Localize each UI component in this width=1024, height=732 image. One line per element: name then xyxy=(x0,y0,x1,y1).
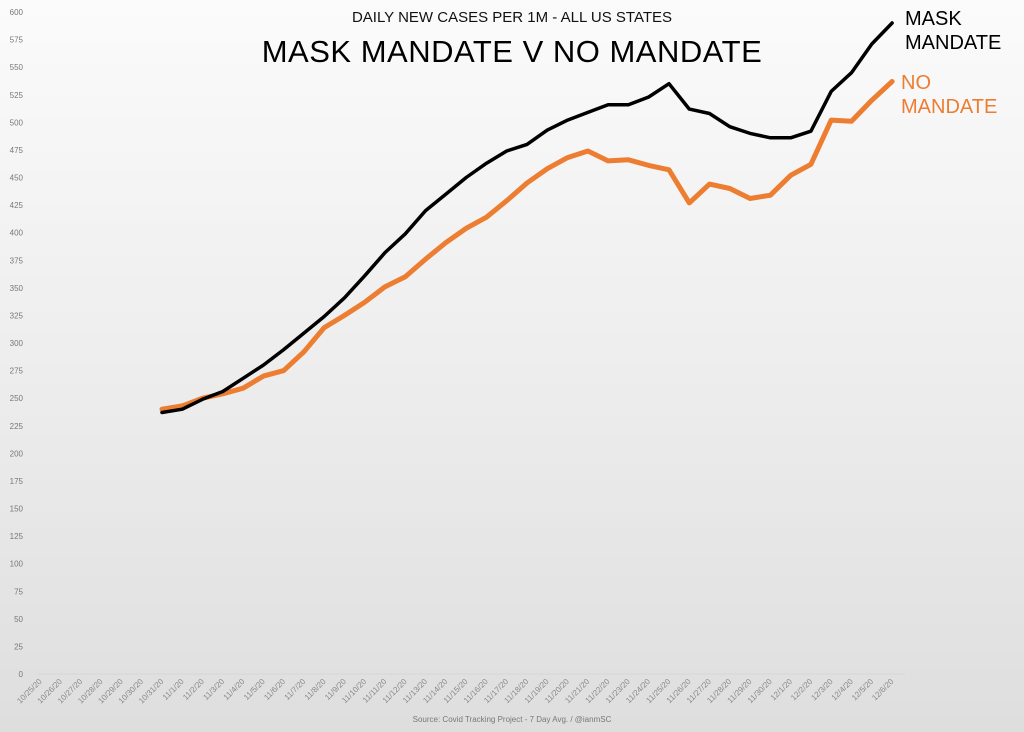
y-tick-label: 200 xyxy=(10,449,24,458)
legend-nomask-line1: NO xyxy=(901,72,931,94)
y-tick-label: 400 xyxy=(10,229,24,238)
y-tick-label: 350 xyxy=(10,284,24,293)
y-tick-label: 0 xyxy=(19,670,24,679)
y-tick-label: 450 xyxy=(10,174,24,183)
y-tick-label: 425 xyxy=(10,201,24,210)
y-tick-label: 550 xyxy=(10,63,24,72)
legend-mask-line2: MANDATE xyxy=(905,32,1002,54)
y-tick-label: 300 xyxy=(10,339,24,348)
y-tick-label: 125 xyxy=(10,532,24,541)
y-axis: 0 25 50 75 100 125 150 175 200 225 250 275 300 325 350… xyxy=(10,8,24,679)
x-tick-label: 11/6/20 xyxy=(262,677,287,702)
y-tick-label: 150 xyxy=(10,505,24,514)
y-tick-label: 375 xyxy=(10,256,24,265)
x-tick-label: 11/8/20 xyxy=(303,677,328,702)
y-tick-label: 175 xyxy=(10,477,24,486)
y-tick-label: 225 xyxy=(10,422,24,431)
x-tick-label: 11/4/20 xyxy=(222,677,247,702)
x-axis: 10/25/2010/26/2010/27/2010/28/2010/29/20… xyxy=(15,677,896,706)
y-tick-label: 325 xyxy=(10,311,24,320)
chart-title: MASK MANDATE V NO MANDATE xyxy=(261,34,763,69)
y-tick-label: 525 xyxy=(10,91,24,100)
x-tick-label: 11/7/20 xyxy=(283,677,308,702)
y-tick-label: 475 xyxy=(10,146,24,155)
series-line-mask-mandate xyxy=(160,21,894,415)
series-line-no-mandate xyxy=(159,79,895,412)
y-tick-label: 275 xyxy=(10,367,24,376)
legend-mask-line1: MASK xyxy=(905,8,962,30)
legend-label-no-mandate: NO MANDATE xyxy=(901,71,1021,119)
series-lines xyxy=(159,21,895,415)
y-tick-label: 575 xyxy=(10,36,24,45)
x-tick-label: 12/6/20 xyxy=(870,677,896,703)
y-tick-label: 75 xyxy=(14,587,23,596)
legend-label-mask-mandate: MASK MANDATE xyxy=(905,7,1024,55)
y-tick-label: 25 xyxy=(14,642,23,651)
y-tick-label: 100 xyxy=(10,560,24,569)
legend-nomask-line2: MANDATE xyxy=(901,96,998,118)
x-tick-label: 11/1/20 xyxy=(161,677,186,702)
chart-subtitle: DAILY NEW CASES PER 1M - ALL US STATES xyxy=(351,9,673,26)
y-tick-label: 600 xyxy=(10,8,24,17)
x-tick-label: 11/2/20 xyxy=(181,677,206,702)
y-tick-label: 50 xyxy=(14,615,23,624)
x-tick-label: 11/5/20 xyxy=(242,677,267,702)
source-note: Source: Covid Tracking Project - 7 Day A… xyxy=(412,715,612,724)
y-tick-label: 250 xyxy=(10,394,24,403)
y-tick-label: 500 xyxy=(10,118,24,127)
x-tick-label: 11/3/20 xyxy=(201,677,226,702)
